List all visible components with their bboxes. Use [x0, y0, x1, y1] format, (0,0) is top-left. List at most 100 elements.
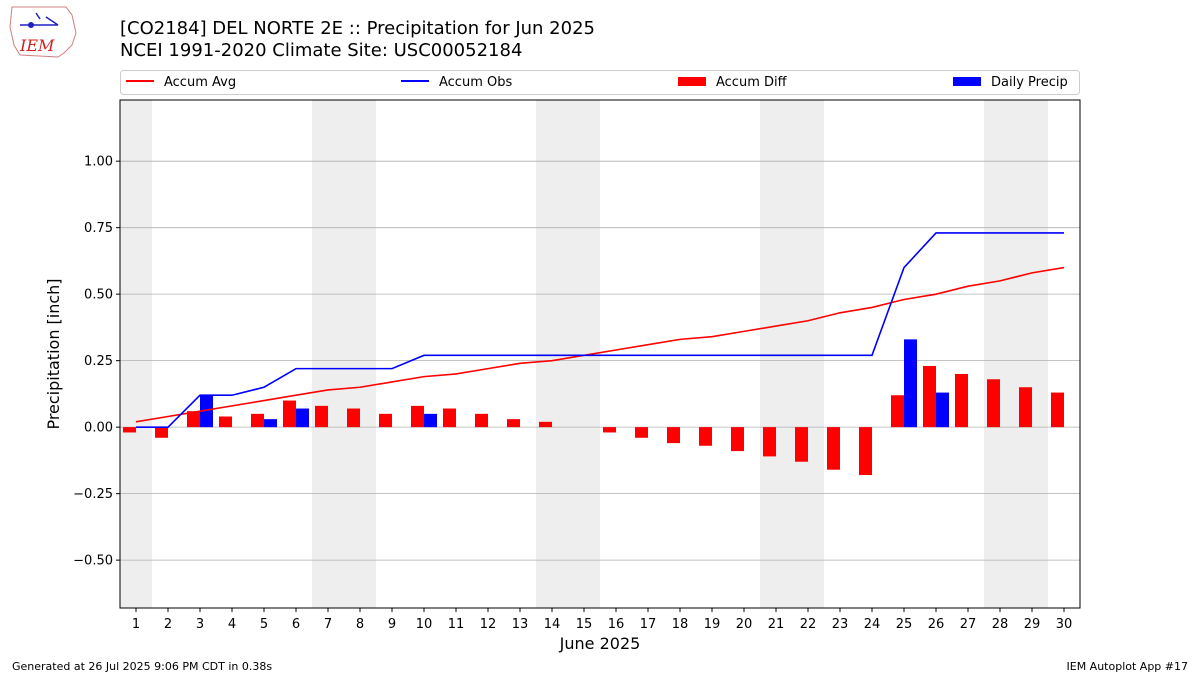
y-tick-label: 0.50 [84, 288, 113, 303]
series-lines [135, 232, 1065, 428]
accum-diff-bar [475, 413, 488, 428]
accum-diff-bar [219, 416, 232, 428]
accum-diff-bar [539, 421, 552, 428]
x-tick-label: 28 [992, 617, 1009, 632]
accum-diff-bar [1019, 387, 1032, 428]
y-tick-label: 0.75 [84, 221, 113, 236]
y-tick-label: −0.25 [73, 487, 113, 502]
x-tick-label: 11 [448, 617, 465, 632]
x-tick-label: 22 [800, 617, 817, 632]
x-tick-label: 26 [928, 617, 945, 632]
x-tick-label: 23 [832, 617, 849, 632]
x-tick-label: 20 [736, 617, 753, 632]
generated-timestamp: Generated at 26 Jul 2025 9:06 PM CDT in … [12, 660, 273, 673]
x-tick-label: 9 [388, 617, 396, 632]
weekend-band [984, 100, 1048, 608]
y-tick-label: 1.00 [84, 155, 113, 170]
legend-label: Accum Diff [716, 75, 788, 90]
x-tick-label: 21 [768, 617, 785, 632]
x-tick-label: 7 [324, 617, 332, 632]
x-tick-label: 4 [228, 617, 236, 632]
accum-diff-bar [635, 427, 648, 438]
y-tick-label: 0.00 [84, 421, 113, 436]
weekend-band [312, 100, 376, 608]
y-axis-label: Precipitation [inch] [44, 278, 63, 429]
accum-diff-bar [155, 427, 168, 438]
legend-swatch [953, 77, 981, 86]
x-tick-label: 27 [960, 617, 977, 632]
legend-label: Accum Obs [439, 75, 512, 90]
accum-diff-bar [987, 379, 1000, 428]
x-tick-label: 25 [896, 617, 913, 632]
accum-obs-line [136, 232, 1064, 428]
weekend-band [760, 100, 824, 608]
accum-diff-bar [859, 427, 872, 476]
daily-precip-bar [296, 408, 309, 428]
accum-diff-bar [379, 413, 392, 428]
legend-box [120, 70, 1080, 95]
x-tick-label: 30 [1056, 617, 1073, 632]
x-tick-label: 19 [704, 617, 721, 632]
accum-diff-bar [731, 427, 744, 452]
accum-diff-bar [603, 427, 616, 433]
accum-diff-bar [667, 427, 680, 444]
accum-diff-bar [891, 395, 904, 428]
accum-diff-bar [187, 411, 200, 428]
legend: Accum Avg Accum Obs Accum Diff Daily Precip [120, 70, 1080, 95]
y-axis: −0.50 −0.25 0.00 0.25 0.50 0.75 1.00 [73, 155, 120, 569]
chart-title: [CO2184] DEL NORTE 2E :: Precipitation f… [120, 18, 595, 39]
weekend-band [120, 100, 152, 608]
chart-subtitle: NCEI 1991-2020 Climate Site: USC00052184 [120, 40, 523, 61]
svg-text:IEM: IEM [19, 36, 55, 55]
accum-diff-bar [443, 408, 456, 428]
daily-precip-bar [200, 395, 213, 428]
x-tick-label: 10 [416, 617, 433, 632]
app-credit: IEM Autoplot App #17 [1066, 660, 1189, 673]
accum-diff-bar [1051, 392, 1064, 428]
weekend-bands [120, 100, 1048, 608]
accum-diff-bar [955, 373, 968, 428]
accum-diff-bar [315, 405, 328, 428]
bars [123, 339, 1064, 476]
accum-diff-bar [699, 427, 712, 446]
x-tick-label: 17 [640, 617, 657, 632]
x-tick-label: 3 [196, 617, 204, 632]
accum-avg-line [135, 266, 1065, 423]
legend-label: Daily Precip [991, 75, 1068, 90]
x-tick-label: 6 [292, 617, 300, 632]
x-tick-label: 12 [480, 617, 497, 632]
accum-diff-bar [411, 405, 424, 428]
accum-diff-bar [795, 427, 808, 462]
accum-diff-bar [123, 427, 136, 433]
grid-lines [120, 160, 1080, 561]
x-tick-label: 18 [672, 617, 689, 632]
daily-precip-bar [424, 413, 437, 428]
x-tick-label: 1 [132, 617, 140, 632]
x-tick-label: 16 [608, 617, 625, 632]
x-tick-label: 14 [544, 617, 561, 632]
accum-diff-bar [507, 419, 520, 428]
daily-precip-bar [936, 392, 949, 428]
legend-label: Accum Avg [164, 75, 236, 90]
daily-precip-bar [904, 339, 917, 428]
x-tick-label: 8 [356, 617, 364, 632]
x-tick-label: 15 [576, 617, 593, 632]
accum-diff-bar [251, 413, 264, 428]
plot-frame [119, 99, 1081, 609]
x-axis: 1 2 3 4 5 6 7 8 9 10 11 12 13 14 15 16 17 18 19 20 21 22 23 24 2… [132, 608, 1072, 632]
x-tick-label: 5 [260, 617, 268, 632]
x-tick-label: 13 [512, 617, 529, 632]
y-tick-label: 0.25 [84, 354, 113, 369]
accum-diff-bar [283, 400, 296, 428]
y-tick-label: −0.50 [73, 554, 113, 569]
accum-diff-bar [827, 427, 840, 470]
accum-diff-bar [347, 408, 360, 428]
daily-precip-bar [264, 419, 277, 428]
x-tick-label: 29 [1024, 617, 1041, 632]
x-tick-label: 24 [864, 617, 881, 632]
legend-swatch [678, 77, 706, 86]
iem-logo: IEM [9, 6, 77, 58]
x-axis-label: June 2025 [559, 634, 641, 653]
accum-diff-bar [763, 427, 776, 457]
